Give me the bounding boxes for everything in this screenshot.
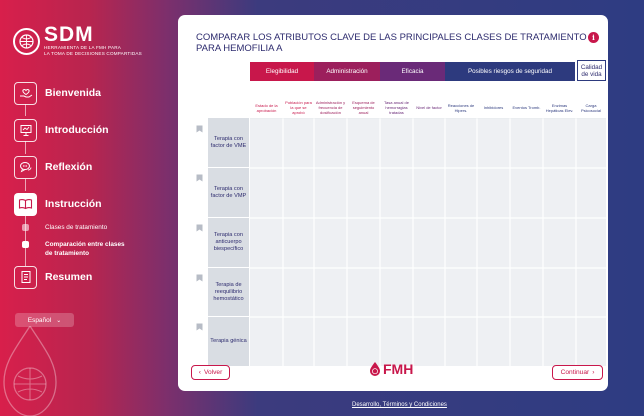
subnav-label: Comparación entre clases de tratamiento [45,241,125,257]
column-header: Inhibidores [483,105,504,110]
fmh-logo-text: FMH [383,361,414,377]
chevron-right-icon: › [592,369,595,376]
nav-item-resumen[interactable]: Resumen [14,265,92,289]
nav-item-instruccion[interactable]: Instrucción [14,192,102,216]
grid-background [250,118,606,366]
content-card: COMPARAR LOS ATRIBUTOS CLAVE DE LAS PRIN… [178,15,608,391]
brand-title: SDM [44,23,94,46]
column-header: Enzimas Hepáticas Elev. [545,102,574,113]
presentation-icon [14,118,37,142]
nav-label: Bienvenida [45,87,102,99]
fmh-logo: FMH [369,361,413,377]
speech-bubbles-icon [14,155,37,179]
subnav-dot [22,224,29,231]
row-label-vme: Terapia con factor de VME [208,118,249,167]
continue-button[interactable]: Continuar › [552,365,603,380]
nav-label: Instrucción [45,198,102,210]
row-label-vmp: Terapia con factor de VMP [208,168,249,217]
hand-heart-icon [14,81,37,105]
back-button[interactable]: ‹ Volver [191,365,230,380]
nav-item-reflexion[interactable]: Reflexión [14,155,92,179]
nav-item-bienvenida[interactable]: Bienvenida [14,81,101,105]
nav-item-introduccion[interactable]: Introducción [14,118,109,142]
back-button-label: Volver [203,369,223,376]
subnav-dot [22,241,29,248]
column-header: Tasa anual de hemorragias tratadas [384,100,409,115]
nav-label: Introducción [45,124,109,136]
bookmark-icon[interactable] [196,174,203,182]
row-label-biespecifico: Terapia con anticuerpo biespecífico [208,218,249,267]
bookmark-icon[interactable] [196,274,203,282]
column-header: Administración y frecuencia de dosificac… [315,100,346,115]
row-label-reequilibrio: Terapia de reequilibrio hemostático [208,268,249,316]
row-label-genica: Terapia génica [208,317,249,366]
group-header-elegibilidad: Elegibilidad [250,62,314,81]
nav-label: Resumen [45,271,93,283]
page-title: COMPARAR LOS ATRIBUTOS CLAVE DE LAS PRIN… [196,32,587,54]
bookmark-icon[interactable] [196,224,203,232]
info-icon[interactable]: i [588,32,599,43]
column-header: Nivel de factor [416,105,442,110]
column-header: Carga Psicosocial [580,102,601,113]
column-header: Eventos Tromb. [512,105,541,110]
group-header-calidad: Calidad de vida [577,60,606,81]
group-header-riesgos: Posibles riesgos de seguridad [445,62,575,81]
brand-subtitle-2: LA TOMA DE DECISIONES COMPARTIDAS [44,51,142,56]
continue-button-label: Continuar [560,369,590,376]
subnav-label: Clases de tratamiento [45,224,108,231]
sdm-logo: SDM HERRAMIENTA DE LA FMH PARA LA TOMA D… [13,23,142,57]
group-header-administracion: Administración [314,62,380,81]
sidebar: SDM HERRAMIENTA DE LA FMH PARA LA TOMA D… [0,0,170,416]
globe-logo-icon [13,27,40,55]
drop-globe-icon [370,362,380,376]
comparison-grid [250,118,606,366]
language-label: Español [27,316,52,324]
bookmark-icon[interactable] [196,125,203,133]
column-header: Reacciones de Hipers. [447,102,475,113]
column-header: Población para la que se aprobó [285,100,312,115]
column-header: Estado de la aprobación [255,102,278,113]
chevron-down-icon: ⌄ [56,317,62,324]
column-header: Esquema de seguimiento anual [352,100,375,115]
open-book-icon [14,192,37,216]
language-select[interactable]: Español ⌄ [15,313,74,327]
chevron-left-icon: ‹ [198,369,201,376]
footer-links[interactable]: Desarrollo, Términos y Condiciones [352,402,447,408]
drop-globe-watermark-icon [3,326,57,416]
subnav-item-comparacion[interactable]: Comparación entre clases de tratamiento [22,240,132,258]
subnav-item-clases[interactable]: Clases de tratamiento [22,223,107,232]
document-list-icon [14,265,37,289]
group-header-eficacia: Eficacia [380,62,445,81]
bookmark-icon[interactable] [196,323,203,331]
brand-subtitle: HERRAMIENTA DE LA FMH PARA [44,45,122,50]
nav-label: Reflexión [45,161,93,173]
